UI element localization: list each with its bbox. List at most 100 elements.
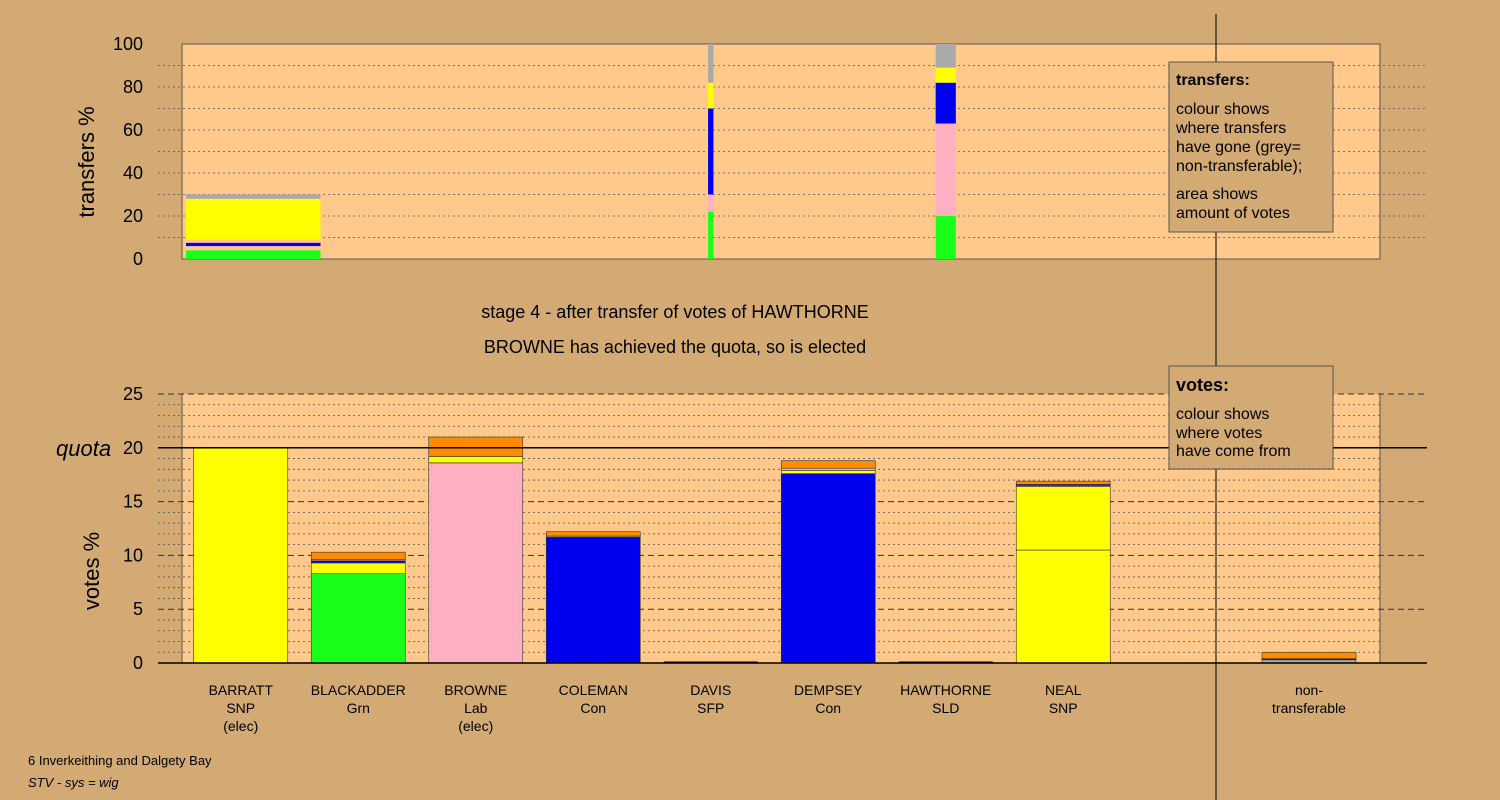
vote-segment-snp (193, 447, 289, 664)
elected-caption: BROWNE has achieved the quota, so is ele… (484, 337, 866, 357)
candidate-label: Grn (347, 700, 370, 716)
vote-bar-blackadder (310, 551, 406, 664)
votes-legend-title: votes: (1176, 375, 1229, 395)
vote-segment-con (310, 560, 406, 564)
transfer-segment-nontransferable (935, 44, 956, 68)
vote-segment-snp (428, 456, 524, 464)
transfers-legend-title: transfers: (1176, 72, 1250, 89)
transfer-segment-lab (935, 123, 956, 216)
transfers-y-axis-title: transfers % (74, 106, 99, 217)
vote-segment-sfp (1015, 480, 1111, 485)
transfer-segment-snp (708, 82, 714, 109)
vote-segment-snp (310, 562, 406, 574)
vote-segment-sfp (545, 531, 641, 537)
candidate-label: SFP (697, 700, 724, 716)
candidate-label: Con (580, 700, 606, 716)
candidate-labels: BARRATT SNP (elec) BLACKADDER Grn BROWNE Lab (e… (209, 682, 1347, 734)
transfers-legend-line: area shows (1176, 186, 1258, 203)
y-tick-label: 10 (123, 545, 143, 565)
vote-segment-con (545, 536, 641, 664)
transfer-bar-hawthorne (935, 44, 956, 259)
transfer-segment-grn (708, 211, 714, 259)
y-tick-label: 80 (123, 77, 143, 97)
transfer-bar-barratt (186, 194, 321, 259)
y-tick-label: 60 (123, 120, 143, 140)
transfer-segment-snp (935, 67, 956, 83)
votes-y-ticks: 0 5 10 15 20 25 (123, 384, 143, 673)
candidate-label: Con (815, 700, 841, 716)
votes-legend-line: where votes (1175, 425, 1262, 442)
transfer-bar-davis (708, 44, 714, 259)
system-label: STV - sys = wig (28, 775, 119, 790)
transfers-legend-box (1168, 61, 1334, 233)
candidate-label: HAWTHORNE (900, 682, 991, 698)
transfers-legend-line: where transfers (1175, 120, 1286, 137)
candidate-label: Lab (464, 700, 488, 716)
transfer-segment-snp (186, 198, 321, 240)
transfer-segment-nontransferable (186, 194, 321, 199)
constituency-label: 6 Inverkeithing and Dalgety Bay (28, 753, 212, 768)
transfer-segment-con (708, 108, 714, 195)
y-tick-label: 40 (123, 163, 143, 183)
transfers-legend-line: have gone (grey= (1176, 139, 1301, 156)
vote-segment-sfp (780, 460, 876, 469)
vote-bar-neal (1015, 480, 1111, 664)
transfer-segment-nontransferable (708, 44, 714, 83)
votes-legend-line: colour shows (1176, 406, 1269, 423)
vote-segment-sfp (310, 551, 406, 561)
candidate-label: BROWNE (444, 682, 507, 698)
transfers-legend: transfers: colour shows where transfers … (1168, 61, 1334, 233)
transfer-segment-lab (708, 194, 714, 212)
y-tick-label: 0 (133, 249, 143, 269)
vote-segment-sfp (1261, 651, 1357, 659)
transfer-segment-con (935, 82, 956, 124)
vote-segment-grn (310, 573, 406, 664)
vote-segment-lab (780, 467, 876, 471)
votes-legend-line: have come from (1176, 443, 1291, 460)
votes-bars (193, 436, 1357, 664)
y-tick-label: 25 (123, 384, 143, 404)
transfers-y-ticks: 0 20 40 60 80 100 (113, 34, 143, 269)
candidate-label: (elec) (223, 718, 258, 734)
transfer-segment-grn (186, 250, 321, 259)
candidate-label: DEMPSEY (794, 682, 863, 698)
candidate-label: (elec) (458, 718, 493, 734)
transfers-legend-line: non-transferable); (1176, 158, 1302, 175)
transfers-grid (158, 65, 1427, 238)
candidate-label: BLACKADDER (311, 682, 406, 698)
y-tick-label: 15 (123, 492, 143, 512)
votes-right-margin (1380, 394, 1427, 663)
stage-caption: stage 4 - after transfer of votes of HAW… (481, 302, 868, 322)
vote-segment-lab (428, 462, 524, 664)
candidate-label: DAVIS (690, 682, 731, 698)
y-tick-label: 20 (123, 438, 143, 458)
candidate-label: transferable (1272, 700, 1346, 716)
y-tick-label: 5 (133, 599, 143, 619)
transfer-segment-con (186, 242, 321, 247)
vote-segment-sfp (428, 436, 524, 457)
vote-bar-barratt (193, 447, 289, 664)
votes-y-axis-title: votes % (79, 532, 104, 610)
candidate-label: COLEMAN (559, 682, 628, 698)
votes-panel: 0 5 10 15 20 25 quota votes % BARRATT SNP (elec… (56, 384, 1427, 734)
vote-bar-coleman (545, 531, 641, 664)
transfers-legend-line: colour shows (1176, 101, 1269, 118)
y-tick-label: 0 (133, 653, 143, 673)
transfers-bars (186, 44, 956, 259)
transfers-legend-line: amount of votes (1176, 205, 1290, 222)
transfer-segment-grn (935, 216, 956, 259)
votes-legend-box (1168, 365, 1334, 470)
quota-label: quota (56, 436, 111, 461)
candidate-label: SLD (932, 700, 959, 716)
y-tick-label: 100 (113, 34, 143, 54)
votes-legend: votes: colour shows where votes have com… (1168, 365, 1334, 470)
candidate-label: BARRATT (209, 682, 274, 698)
candidate-label: NEAL (1045, 682, 1082, 698)
y-tick-label: 20 (123, 206, 143, 226)
candidate-label: SNP (226, 700, 255, 716)
vote-segment-con (780, 473, 876, 664)
vote-bar-dempsey (780, 460, 876, 664)
vote-bar-non (1261, 651, 1357, 664)
vote-segment-snp (1015, 486, 1111, 551)
